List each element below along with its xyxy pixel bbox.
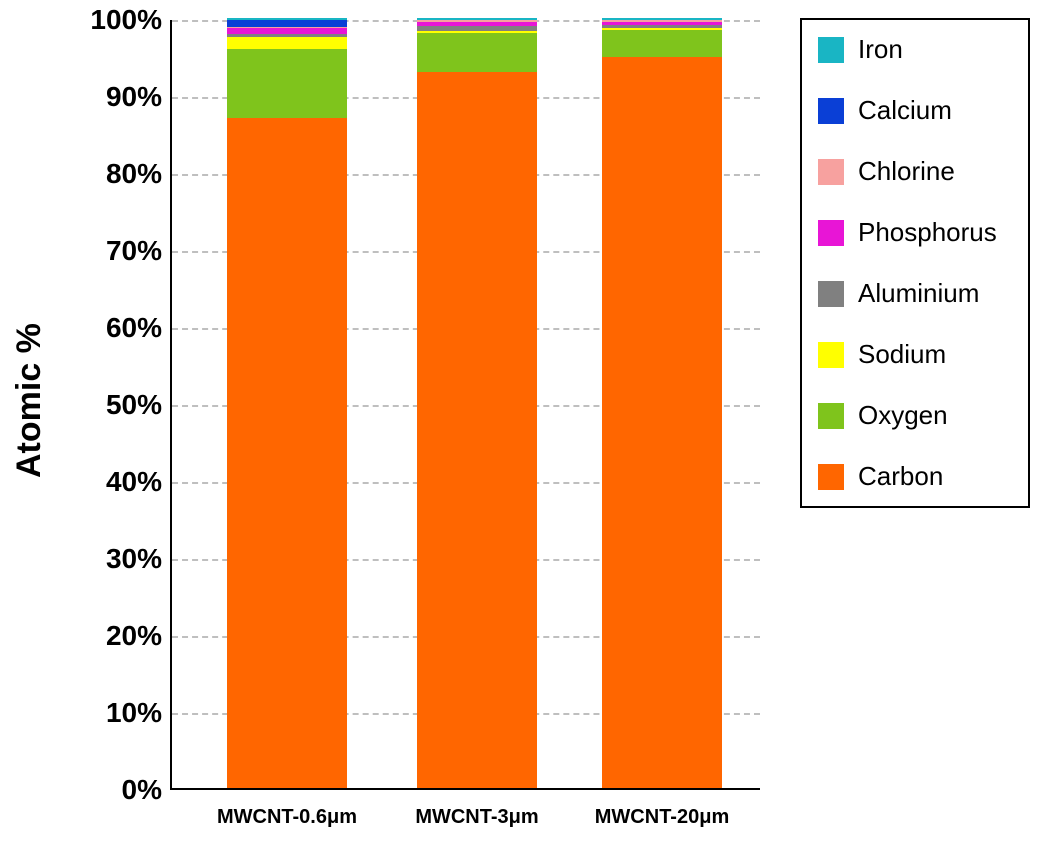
legend-item-oxygen: Oxygen: [818, 400, 1012, 431]
y-tick-label: 50%: [106, 389, 162, 421]
legend-label: Carbon: [858, 461, 943, 492]
bar-group: [227, 18, 347, 788]
legend-swatch: [818, 98, 844, 124]
legend: Iron Calcium Chlorine Phosphorus Aluminium So…: [800, 18, 1030, 508]
bar-segment-oxygen: [417, 33, 537, 72]
legend-item-aluminium: Aluminium: [818, 278, 1012, 309]
y-axis-label: Atomic %: [10, 324, 49, 479]
bar-segment-oxygen: [602, 30, 722, 57]
legend-swatch: [818, 403, 844, 429]
y-tick-label: 100%: [90, 4, 162, 36]
legend-label: Chlorine: [858, 156, 955, 187]
legend-label: Oxygen: [858, 400, 948, 431]
legend-label: Calcium: [858, 95, 952, 126]
y-tick-label: 30%: [106, 543, 162, 575]
y-tick-label: 60%: [106, 312, 162, 344]
legend-swatch: [818, 464, 844, 490]
bar-segment-carbon: [417, 72, 537, 788]
y-tick-label: 20%: [106, 620, 162, 652]
legend-item-sodium: Sodium: [818, 339, 1012, 370]
bar-group: [417, 18, 537, 788]
legend-item-calcium: Calcium: [818, 95, 1012, 126]
bar-group: [602, 18, 722, 788]
legend-label: Sodium: [858, 339, 946, 370]
y-tick-label: 80%: [106, 158, 162, 190]
bar-segment-carbon: [602, 57, 722, 789]
y-tick-label: 70%: [106, 235, 162, 267]
x-tick-label: MWCNT-3μm: [415, 806, 538, 829]
legend-swatch: [818, 281, 844, 307]
legend-item-carbon: Carbon: [818, 461, 1012, 492]
y-tick-label: 10%: [106, 697, 162, 729]
legend-swatch: [818, 37, 844, 63]
x-tick-label: MWCNT-20μm: [595, 806, 729, 829]
legend-label: Phosphorus: [858, 217, 997, 248]
plot-area: 0%10%20%30%40%50%60%70%80%90%100%MWCNT-0…: [170, 20, 760, 790]
bar-segment-oxygen: [227, 49, 347, 118]
legend-item-phosphorus: Phosphorus: [818, 217, 1012, 248]
chart-container: Atomic % 0%10%20%30%40%50%60%70%80%90%10…: [0, 0, 1050, 867]
legend-swatch: [818, 342, 844, 368]
legend-item-iron: Iron: [818, 34, 1012, 65]
legend-label: Aluminium: [858, 278, 979, 309]
y-tick-label: 0%: [122, 774, 162, 806]
legend-item-chlorine: Chlorine: [818, 156, 1012, 187]
bar-segment-carbon: [227, 118, 347, 788]
bar-segment-sodium: [227, 37, 347, 49]
y-tick-label: 40%: [106, 466, 162, 498]
legend-swatch: [818, 220, 844, 246]
y-tick-label: 90%: [106, 81, 162, 113]
legend-swatch: [818, 159, 844, 185]
x-tick-label: MWCNT-0.6μm: [217, 806, 357, 829]
legend-label: Iron: [858, 34, 903, 65]
